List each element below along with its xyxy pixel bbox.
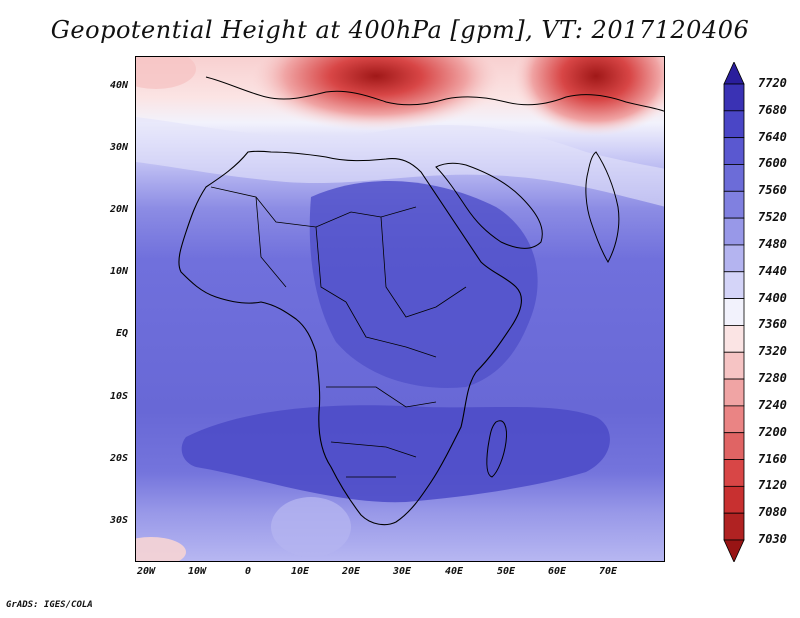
colorbar-swatch <box>723 432 745 460</box>
colorbar-swatch <box>723 512 745 541</box>
colorbar-swatch <box>723 485 745 514</box>
arabia-coastline <box>435 162 543 249</box>
colorbar <box>723 62 745 562</box>
colorbar-swatch <box>723 325 745 353</box>
low-central-asia <box>511 57 664 142</box>
southern-low-west <box>136 537 186 561</box>
y-tick-30n: 30N <box>109 142 128 153</box>
x-tick-10w: 10W <box>187 566 207 577</box>
colorbar-swatch <box>723 137 745 165</box>
colorbar-swatch <box>723 351 745 380</box>
colorbar-arrow-top <box>723 62 745 85</box>
southern-trough <box>271 497 351 557</box>
x-tick-50e: 50E <box>496 566 516 577</box>
colorbar-label: 7600 <box>758 156 787 171</box>
colorbar-label: 7640 <box>758 129 787 144</box>
ridge-band <box>136 117 664 207</box>
geopotential-field <box>136 57 664 561</box>
x-tick-70e: 70E <box>598 566 618 577</box>
colorbar-label: 7400 <box>758 290 787 305</box>
y-tick-30s: 30S <box>109 515 128 526</box>
y-tick-40n: 40N <box>109 80 128 91</box>
colorbar-swatch <box>723 217 745 246</box>
y-tick-20n: 20N <box>109 204 128 215</box>
colorbar-swatch <box>723 190 745 219</box>
x-tick-60e: 60E <box>547 566 567 577</box>
colorbar-label: 7240 <box>758 397 787 412</box>
country-borders <box>210 186 467 478</box>
colorbar-label: 7080 <box>758 505 787 520</box>
colorbar-arrow-bottom <box>723 539 745 562</box>
europe-coastline <box>205 76 664 112</box>
colorbar-label: 7120 <box>758 478 787 493</box>
colorbar-swatch <box>723 459 745 487</box>
colorbar-swatch <box>723 110 745 139</box>
madagascar-coastline <box>486 420 507 478</box>
colorbar-label: 7560 <box>758 183 787 198</box>
tropical-high <box>309 180 538 388</box>
colorbar-label: 7480 <box>758 236 787 251</box>
colorbar-label: 7520 <box>758 210 787 225</box>
grads-credit: GrADS: IGES/COLA <box>6 600 93 610</box>
colorbar-label: 7320 <box>758 344 787 359</box>
x-tick-20w: 20W <box>136 566 156 577</box>
colorbar-swatch <box>723 83 745 112</box>
x-tick-20e: 20E <box>341 566 361 577</box>
colorbar-label: 7720 <box>758 76 787 90</box>
colorbar-swatch <box>723 378 745 407</box>
colorbar-swatch <box>723 405 745 434</box>
y-tick-10n: 10N <box>109 266 128 277</box>
x-tick-30e: 30E <box>392 566 412 577</box>
low-europe <box>246 57 506 142</box>
southern-high <box>181 405 610 503</box>
colorbar-swatch <box>723 271 745 299</box>
colorbar-label: 7030 <box>758 532 787 546</box>
y-tick-20s: 20S <box>109 453 128 464</box>
colorbar-label: 7360 <box>758 317 787 332</box>
x-tick-40e: 40E <box>444 566 464 577</box>
colorbar-label: 7200 <box>758 424 787 439</box>
colorbar-swatch <box>723 298 745 326</box>
colorbar-swatch <box>723 244 745 273</box>
y-tick-eq: EQ <box>115 328 128 339</box>
y-tick-10s: 10S <box>109 391 128 402</box>
colorbar-swatch <box>723 164 745 192</box>
india-coastline <box>585 151 620 264</box>
colorbar-label: 7280 <box>758 371 787 386</box>
colorbar-label: 7680 <box>758 102 787 117</box>
x-tick-10e: 10E <box>290 566 310 577</box>
africa-coastline <box>178 150 522 526</box>
map-panel <box>135 56 665 562</box>
map-title: Geopotential Height at 400hPa [gpm], VT:… <box>50 16 750 44</box>
colorbar-label: 7160 <box>758 451 787 466</box>
x-tick-0: 0 <box>244 566 252 577</box>
low-atlantic <box>136 57 196 89</box>
colorbar-label: 7440 <box>758 263 787 278</box>
